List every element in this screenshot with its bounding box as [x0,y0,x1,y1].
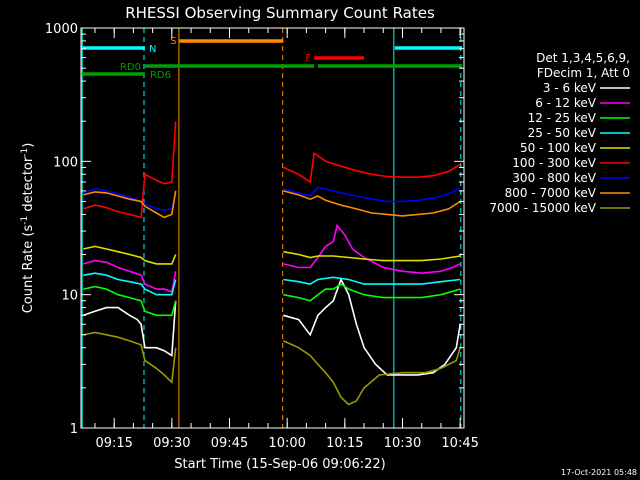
x-tick-label: 10:30 [384,436,421,451]
x-axis: 09:15 09:30 09:45 10:00 10:15 10:30 10:45 [94,28,479,451]
y-axis-label-sup1: -1 [20,216,30,225]
y-tick-label: 10 [61,289,78,304]
x-tick-label: 09:45 [211,436,248,451]
series-line [283,283,461,302]
legend-entry-label: 25 - 50 keV [528,126,597,140]
y-tick-label: 1000 [45,22,78,37]
series-line [83,121,177,219]
x-tick-label: 09:30 [153,436,190,451]
flag-label-s: S [170,36,176,47]
legend-header-1: Det 1,3,4,5,6,9, [536,51,630,65]
y-axis-label-sup2: -1 [20,148,30,157]
legend-entry-label: 100 - 300 keV [512,156,596,170]
flag-label-f: F [305,53,311,64]
chart-title: RHESSI Observing Summary Count Rates [125,4,435,22]
y-axis: 1 10 100 1000 [45,22,464,437]
y-axis-label-main: Count Rate (s [21,225,36,314]
series-line [83,190,177,219]
legend-header-2: FDecim 1, Att 0 [537,66,630,80]
series-line [83,300,177,357]
flag-label-n: N [149,44,156,55]
legend-entry-label: 300 - 800 keV [512,171,596,185]
series-line [283,276,461,285]
y-axis-label: Count Rate (s-1 detector-1) [20,143,36,314]
series-line [282,340,461,406]
plot-frame [80,27,465,429]
flag-label-rd6: RD6 [150,70,171,81]
series-line [283,223,461,275]
event-lines [81,28,462,428]
x-axis-label: Start Time (15-Sep-06 09:06:22) [174,457,385,472]
x-tick-label: 10:45 [441,436,478,451]
legend-entry-label: 6 - 12 keV [535,96,597,110]
legend-entry-label: 12 - 25 keV [528,111,597,125]
series-line [282,151,461,184]
series-line [283,186,461,203]
series-line [83,285,177,317]
y-axis-label-mid: detector [21,156,36,216]
x-tick-label: 09:15 [95,436,132,451]
legend: Det 1,3,4,5,6,9, FDecim 1, Att 0 3 - 6 k… [489,51,630,215]
timestamp: 17-Oct-2021 05:48 [561,468,637,477]
legend-entry-label: 7000 - 15000 keV [489,201,596,215]
y-axis-label-end: ) [21,143,36,148]
series-line [83,272,177,296]
series-lines [83,121,461,406]
legend-entry-label: 3 - 6 keV [543,81,597,95]
x-tick-label: 10:00 [268,436,305,451]
legend-entry-label: 800 - 7000 keV [505,186,597,200]
series-line [283,277,461,376]
y-tick-label: 1 [70,422,78,437]
x-tick-label: 10:15 [326,436,363,451]
series-line [83,245,177,265]
flag-label-rd0: RD0 [120,62,141,73]
series-line [83,259,177,293]
series-line [83,331,177,385]
y-tick-label: 100 [53,155,78,170]
flag-bars: N S F RD0 RD6 [81,36,463,81]
legend-entry-label: 50 - 100 keV [520,141,597,155]
series-line [283,190,461,217]
series-line [283,250,461,262]
